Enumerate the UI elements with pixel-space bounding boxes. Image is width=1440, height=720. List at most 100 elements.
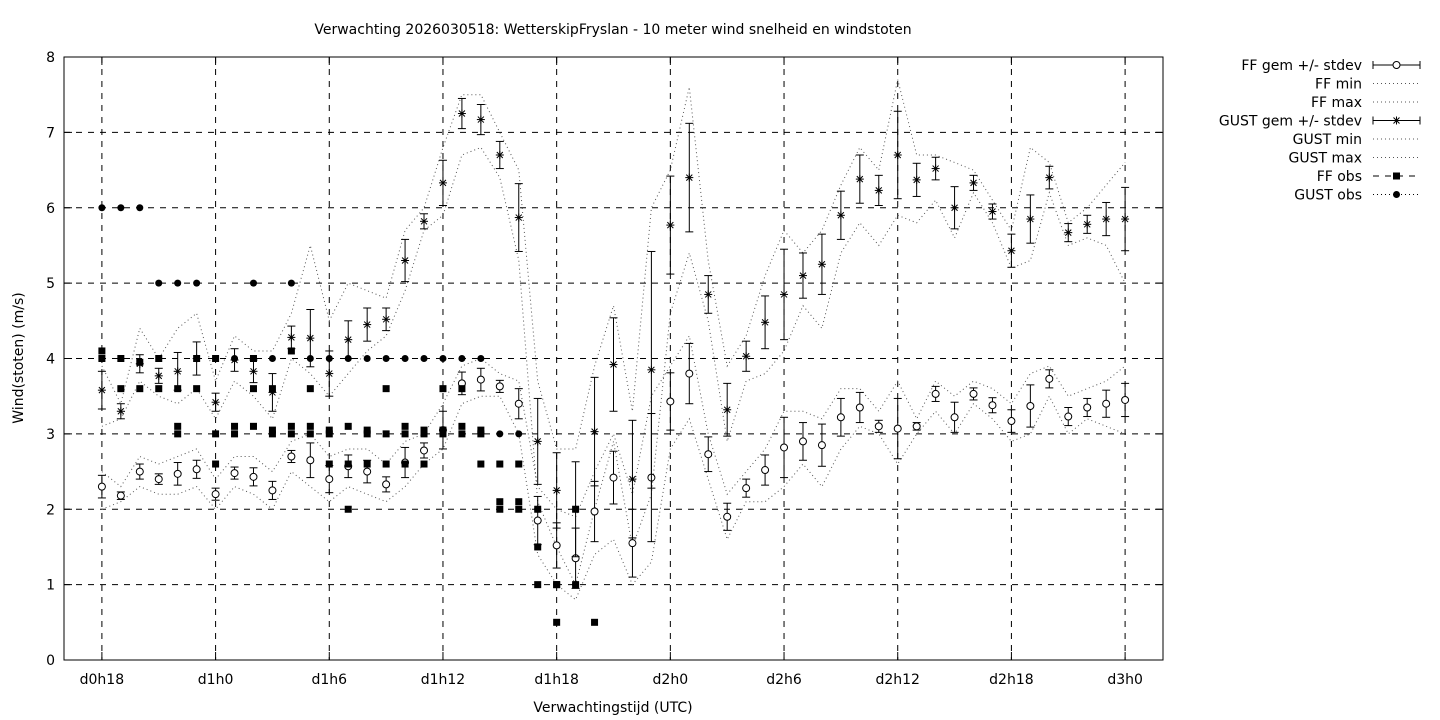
ff-gem-point [950, 413, 959, 422]
ff-gem-point [761, 466, 770, 475]
gust-gem-point-stroke [704, 291, 712, 298]
gust-gem-point-stroke [723, 406, 731, 414]
gust-obs-point [496, 430, 504, 438]
gust-gem-point [344, 335, 353, 344]
gust-gem-point [798, 271, 807, 280]
ff-gem-point [268, 486, 277, 495]
gust-gem-point [438, 178, 447, 187]
y-tick-label: 4 [46, 352, 55, 368]
ff-gem-point [116, 491, 125, 500]
gust-gem-point-stroke [799, 272, 807, 279]
gust-gem-point-stroke [610, 361, 617, 368]
gust-obs-point [306, 355, 314, 362]
grid [64, 56, 1163, 661]
ff-gem-point [628, 539, 637, 548]
ff-obs-point [287, 347, 295, 355]
ff-gem-point [836, 413, 845, 422]
gust-gem-point-stroke [666, 221, 674, 229]
gust-obs-point [212, 355, 220, 362]
gust-gem-point-stroke [155, 372, 163, 380]
ff-gem-point [742, 484, 751, 493]
ff-obs-point [439, 385, 447, 393]
chart-title: Verwachting 2026030518: WetterskipFrysla… [314, 22, 911, 38]
ff-obs-point [496, 498, 504, 506]
gust-gem-point-stroke [818, 260, 826, 268]
ff-obs-point [458, 385, 466, 393]
ff-obs-point [306, 385, 314, 393]
gust-gem-point-stroke [989, 208, 996, 215]
gust-gem-point [211, 398, 220, 407]
ff-gem-point [666, 397, 675, 406]
ff-gem-point [874, 422, 883, 431]
gust-gem-point [647, 365, 656, 374]
gust-gem-point [855, 175, 864, 184]
x-tick-label: d2h12 [875, 672, 919, 688]
ff-obs-point [401, 460, 409, 468]
gust-gem-point [495, 150, 504, 159]
ff-gem-point [325, 475, 334, 484]
ff-gem-point [912, 422, 921, 431]
ff-obs-point [306, 430, 314, 438]
ff-obs-point [268, 430, 276, 438]
ff-obs-point [231, 430, 239, 438]
ff-gem-point [97, 482, 106, 491]
ff-gem-point [969, 389, 978, 398]
ff-gem-point [988, 401, 997, 410]
ff-gem-point [552, 541, 561, 550]
y-tick-label: 0 [46, 653, 55, 669]
gust-gem-point-stroke [439, 179, 447, 187]
legend-swatch-marker [1393, 191, 1400, 198]
ff-obs-point [117, 385, 125, 393]
x-tick-label: d0h18 [80, 672, 124, 688]
y-tick-label: 1 [46, 578, 55, 594]
ff-gem-point [230, 469, 239, 478]
gust-gem-point [287, 333, 296, 342]
gust-gem-point [382, 315, 391, 324]
y-tick-label: 7 [46, 125, 55, 141]
gust-gem-point [742, 352, 751, 361]
ff-obs-point [477, 460, 485, 468]
ff-obs-point [306, 422, 314, 430]
ff-gem-point [476, 375, 485, 384]
gust-obs-point [572, 581, 580, 589]
legend-swatch-marker [1392, 116, 1401, 125]
ff-obs-point [363, 460, 371, 468]
gust-gem-point-stroke [932, 165, 939, 172]
ff-gem-point [704, 450, 713, 459]
x-tick-labels: d0h18 d1h0 d1h6 d1h12 d1h18 d2h0 d2h6 d2h12 d2h1… [80, 672, 1143, 688]
legend-label: GUST min [1293, 132, 1362, 148]
gust-gem-point [1102, 215, 1111, 224]
y-tick-label: 3 [46, 427, 55, 443]
ff-obs-point [401, 422, 409, 430]
ff-obs-point [136, 358, 144, 366]
gust-gem-point [723, 405, 732, 414]
y-tick-label: 6 [46, 201, 55, 217]
legend-label: FF max [1311, 95, 1362, 111]
ff-gem-point [1026, 401, 1035, 410]
gust-gem-point [325, 369, 334, 378]
gust-obs-point [136, 204, 144, 212]
ff-min-line [101, 395, 1126, 601]
gust-obs-point [477, 355, 485, 362]
ff-obs-point [382, 430, 390, 438]
x-tick-label: d2h6 [766, 672, 802, 688]
gust-obs-point [458, 355, 466, 362]
ff-gem-point [192, 465, 201, 474]
ff-obs-point [344, 460, 352, 468]
gust-gem-point [1121, 215, 1130, 224]
gust-gem-point [590, 427, 599, 436]
gust-gem-point-stroke [780, 291, 788, 298]
gust-gem-point-stroke [951, 204, 958, 212]
ff-obs-point [477, 426, 485, 434]
ff-gem-point [931, 389, 940, 398]
gust-gem-point-stroke [591, 428, 598, 435]
gust-gem-point [173, 367, 182, 376]
ff-obs-point [382, 460, 390, 468]
ff-obs-point [572, 505, 580, 513]
x-tick-label: d1h0 [198, 672, 234, 688]
ff-obs-point [174, 430, 182, 438]
ff-obs-point [268, 426, 276, 434]
gust-gem-point-stroke [306, 334, 314, 342]
gust-gem-point [457, 109, 466, 118]
ff-obs-point [477, 430, 485, 438]
